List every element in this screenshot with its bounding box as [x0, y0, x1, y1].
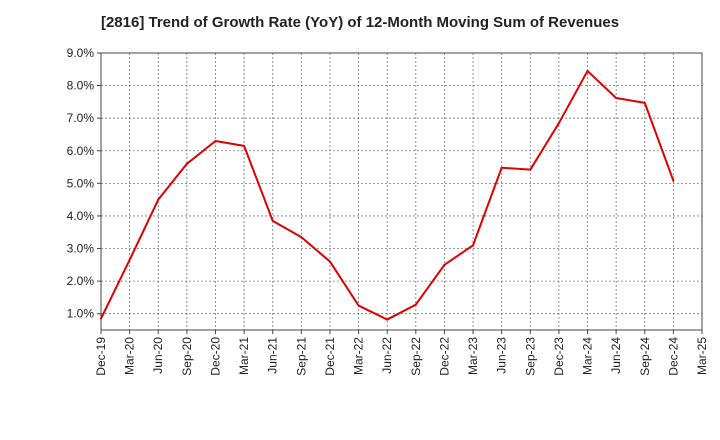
- data-point: [100, 317, 102, 320]
- data-point: [529, 168, 532, 171]
- x-tick-label: Sep-20: [180, 337, 194, 376]
- chart-title: [2816] Trend of Growth Rate (YoY) of 12-…: [100, 14, 620, 31]
- y-tick-label: 6.0%: [67, 144, 95, 158]
- x-tick-label: Mar-22: [352, 337, 366, 375]
- x-tick-label: Sep-22: [409, 337, 423, 376]
- x-tick-label: Mar-21: [237, 337, 251, 375]
- x-tick-label: Mar-25: [695, 337, 709, 375]
- x-tick-label: Jun-20: [151, 337, 165, 374]
- data-point: [586, 69, 589, 72]
- data-point: [472, 244, 475, 247]
- x-tick-label: Jun-22: [380, 337, 394, 374]
- x-axis: Dec-19 Mar-20 Jun-20 Sep-20 Dec-20 Mar-21 Jun-…: [94, 330, 709, 376]
- y-tick-label: 1.0%: [67, 307, 95, 321]
- x-tick-label: Dec-22: [437, 337, 451, 376]
- data-point: [643, 101, 646, 104]
- x-tick-label: Dec-21: [323, 337, 337, 376]
- series-layer: [100, 69, 675, 321]
- data-point: [615, 96, 618, 99]
- plot-area: [100, 52, 703, 331]
- data-point: [128, 258, 131, 261]
- data-point: [557, 122, 560, 125]
- x-tick-label: Sep-24: [638, 337, 652, 376]
- data-point: [243, 144, 246, 147]
- data-point: [300, 236, 303, 239]
- x-tick-label: Dec-23: [552, 337, 566, 376]
- y-tick-label: 7.0%: [67, 111, 95, 125]
- y-tick-label: 4.0%: [67, 209, 95, 223]
- x-tick-label: Mar-20: [123, 337, 137, 375]
- x-tick-label: Jun-21: [266, 337, 280, 374]
- data-point: [386, 318, 389, 321]
- data-point: [271, 219, 274, 222]
- y-tick-label: 3.0%: [67, 242, 95, 256]
- x-tick-label: Jun-23: [495, 337, 509, 374]
- x-tick-label: Sep-23: [523, 337, 537, 376]
- data-point: [672, 179, 675, 182]
- y-tick-label: 5.0%: [67, 176, 95, 190]
- x-tick-label: Mar-24: [581, 337, 595, 375]
- x-tick-label: Dec-24: [666, 337, 680, 376]
- data-point: [328, 260, 331, 263]
- y-tick-label: 8.0%: [67, 79, 95, 93]
- y-tick-label: 9.0%: [67, 46, 95, 60]
- data-point: [443, 263, 446, 266]
- data-point: [185, 162, 188, 165]
- y-axis: 1.0% 2.0% 3.0% 4.0% 5.0% 6.0% 7.0% 8.0% 9.0%: [67, 46, 101, 321]
- x-tick-label: Sep-21: [294, 337, 308, 376]
- data-point: [357, 304, 360, 307]
- x-tick-label: Jun-24: [609, 337, 623, 374]
- x-tick-label: Dec-20: [208, 337, 222, 376]
- data-point: [500, 166, 503, 169]
- x-tick-label: Mar-23: [466, 337, 480, 375]
- data-point: [214, 139, 217, 142]
- y-tick-label: 2.0%: [67, 274, 95, 288]
- data-point: [414, 303, 417, 306]
- data-point: [157, 198, 160, 201]
- x-tick-label: Dec-19: [94, 337, 108, 376]
